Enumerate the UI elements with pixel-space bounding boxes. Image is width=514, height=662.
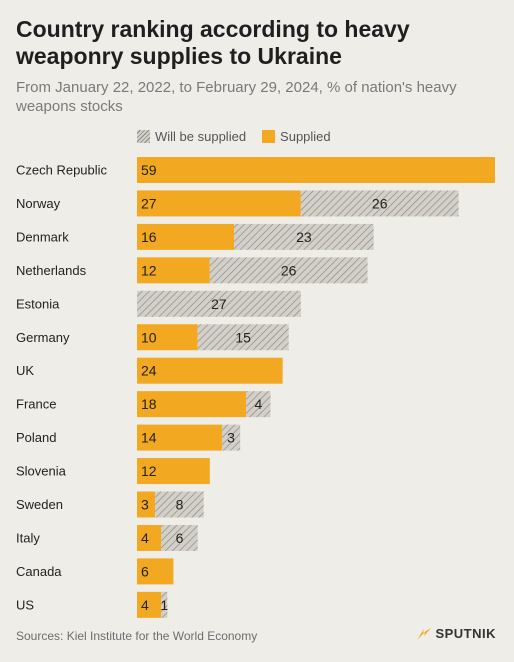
legend-item-supplied: Supplied [262, 129, 331, 144]
legend-label-supplied: Supplied [280, 129, 331, 144]
value-label-supplied-canada: 6 [141, 563, 149, 579]
value-label-planned-estonia: 27 [211, 296, 227, 312]
category-label-czech-republic: Czech Republic [16, 163, 108, 178]
value-label-planned-france: 4 [254, 396, 262, 412]
value-label-supplied-poland: 14 [141, 430, 157, 446]
value-label-supplied-norway: 27 [141, 195, 157, 211]
bar-supplied-denmark [137, 223, 235, 250]
value-label-planned-sweden: 8 [176, 497, 184, 513]
value-label-supplied-france: 18 [141, 396, 157, 412]
bar-supplied-uk [137, 357, 283, 384]
bar-supplied-norway [137, 190, 301, 217]
value-label-supplied-denmark: 16 [141, 229, 157, 245]
value-label-planned-norway: 26 [372, 195, 388, 211]
value-label-supplied-slovenia: 12 [141, 463, 157, 479]
brand-logo: SPUTNIK [416, 626, 496, 641]
bar-planned-us [161, 591, 168, 618]
bar-supplied-poland [137, 424, 222, 451]
value-label-planned-denmark: 23 [296, 229, 312, 245]
legend-item-planned: Will be supplied [137, 129, 246, 144]
bar-supplied-sweden [137, 491, 156, 518]
value-label-supplied-germany: 10 [141, 329, 157, 345]
bar-planned-sweden [155, 491, 204, 518]
category-label-estonia: Estonia [16, 296, 60, 311]
category-label-italy: Italy [16, 530, 40, 545]
category-label-germany: Germany [16, 330, 70, 345]
sputnik-logo-icon [417, 627, 432, 640]
value-label-planned-netherlands: 26 [281, 262, 297, 278]
category-label-slovenia: Slovenia [16, 464, 67, 479]
category-label-poland: Poland [16, 430, 56, 445]
bar-planned-germany [197, 324, 289, 351]
bar-planned-france [246, 391, 271, 418]
category-label-us: US [16, 597, 34, 612]
category-label-sweden: Sweden [16, 497, 63, 512]
chart-title: Country ranking according to heavy weapo… [16, 16, 410, 69]
category-label-canada: Canada [16, 564, 62, 579]
value-label-supplied-uk: 24 [141, 363, 157, 379]
value-label-supplied-us: 4 [141, 597, 149, 613]
category-label-norway: Norway [16, 196, 61, 211]
value-label-planned-poland: 3 [227, 430, 235, 446]
value-label-supplied-italy: 4 [141, 530, 149, 546]
bar-planned-estonia [137, 290, 301, 317]
value-label-planned-us: 1 [160, 597, 168, 613]
category-label-france: France [16, 397, 56, 412]
bar-supplied-germany [137, 324, 198, 351]
bar-planned-italy [161, 524, 198, 551]
bar-supplied-us [137, 591, 162, 618]
category-label-netherlands: Netherlands [16, 263, 87, 278]
bar-planned-netherlands [209, 257, 368, 284]
legend-swatch-planned [137, 130, 150, 143]
bar-supplied-slovenia [137, 458, 210, 485]
category-label-denmark: Denmark [16, 229, 69, 244]
bar-supplied-canada [137, 558, 174, 585]
bar-planned-norway [300, 190, 459, 217]
legend-label-planned: Will be supplied [155, 129, 247, 144]
bar-planned-poland [221, 424, 241, 451]
value-label-planned-germany: 15 [235, 329, 251, 345]
sources-note: Sources: Kiel Institute for the World Ec… [16, 629, 258, 643]
value-label-supplied-netherlands: 12 [141, 262, 157, 278]
brand-name: SPUTNIK [435, 626, 496, 641]
legend-swatch-supplied [262, 130, 276, 143]
value-label-supplied-sweden: 3 [141, 497, 149, 513]
category-label-uk: UK [16, 363, 34, 378]
bar-supplied-italy [137, 524, 162, 551]
value-label-planned-italy: 6 [176, 530, 184, 546]
chart-legend: Will be supplied Supplied [137, 129, 347, 144]
bar-supplied-czech-republic [137, 157, 495, 183]
bar-supplied-france [137, 391, 247, 418]
bar-planned-denmark [234, 223, 374, 250]
bar-supplied-netherlands [137, 257, 210, 284]
value-label-supplied-czech-republic: 59 [141, 162, 157, 178]
chart-subtitle: From January 22, 2022, to February 29, 2… [16, 79, 457, 115]
